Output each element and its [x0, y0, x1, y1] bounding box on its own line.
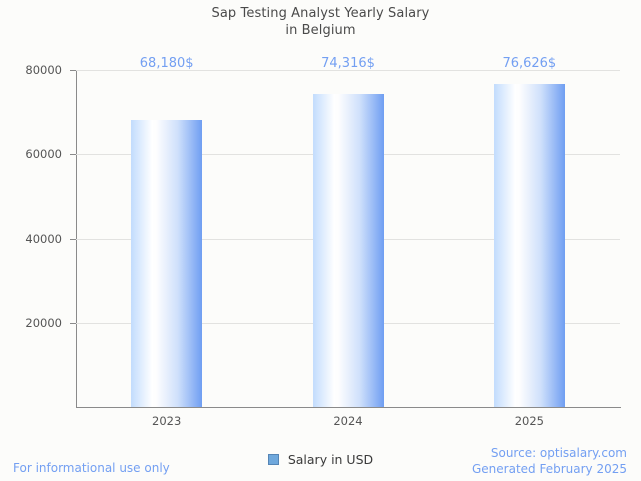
y-axis-tick-label: 20000: [25, 315, 62, 330]
gridline: [76, 70, 620, 71]
chart-legend: Salary in USD: [0, 452, 641, 467]
legend-label-salary-in-usd: Salary in USD: [287, 452, 374, 467]
bar-2025[interactable]: [493, 84, 565, 407]
chart-title-line-2: in Belgium: [285, 23, 356, 38]
y-axis-tick-label: 40000: [25, 231, 62, 246]
bar-value-label-2025: 76,626$: [502, 56, 557, 71]
chart-title: Sap Testing Analyst Yearly Salary in Bel…: [0, 5, 641, 39]
source-block: Source: optisalary.com Generated Februar…: [472, 445, 627, 477]
x-axis-tick-label-2024: 2024: [333, 414, 363, 428]
x-axis-tick-label-2025: 2025: [514, 414, 544, 428]
y-tick-mark: [70, 238, 76, 240]
y-axis-tick-label: 60000: [25, 147, 62, 162]
y-axis-tick-label: 80000: [25, 63, 62, 77]
bar-2024[interactable]: [312, 93, 384, 407]
source-text: Source: optisalary.com: [490, 446, 627, 460]
y-tick-mark: [70, 322, 76, 324]
x-axis-line: [76, 407, 621, 408]
chart-title-line-1: Sap Testing Analyst Yearly Salary: [211, 6, 430, 21]
bar-value-label-2023: 68,180$: [139, 56, 194, 71]
y-tick-mark: [70, 70, 76, 71]
y-tick-mark: [70, 154, 76, 156]
bar-2023[interactable]: [131, 119, 203, 407]
disclaimer-text: For informational use only: [13, 461, 170, 475]
generated-text: Generated February 2025: [471, 462, 627, 476]
x-axis-tick-label-2023: 2023: [152, 414, 182, 428]
bar-value-label-2024: 74,316$: [321, 56, 375, 71]
plot-area: [76, 70, 620, 407]
legend-swatch-salary-in-usd[interactable]: [267, 454, 279, 465]
